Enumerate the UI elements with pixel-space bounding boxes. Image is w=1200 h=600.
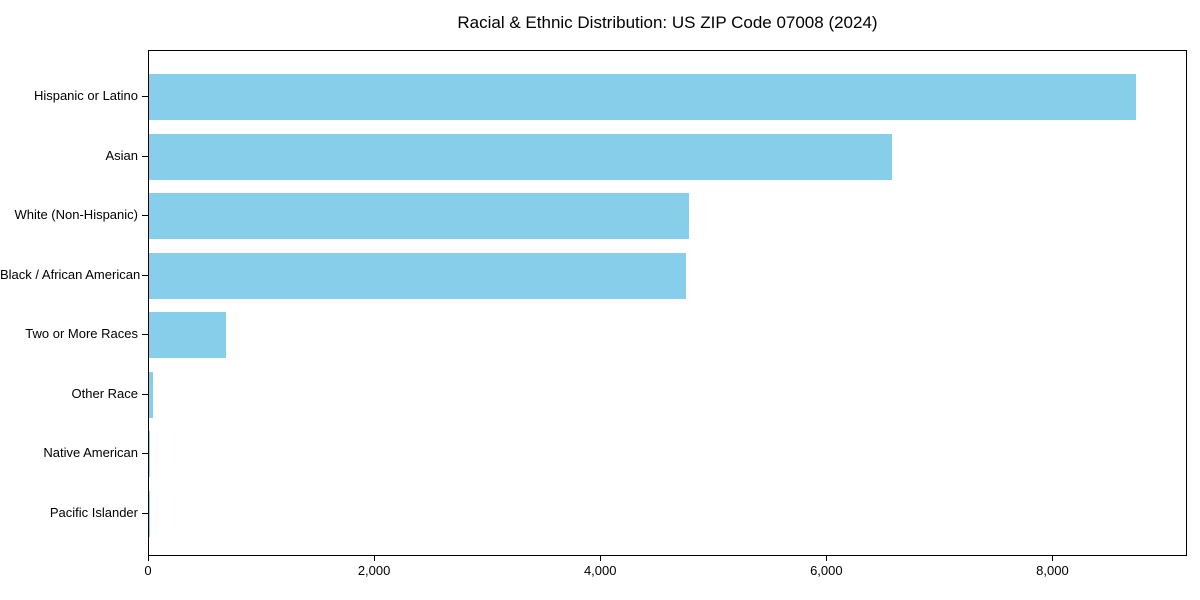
ytick-mark-pacific-islander (142, 512, 148, 514)
xtick-mark-0 (148, 556, 149, 561)
ytick-label-white-non-hispanic: White (Non-Hispanic) (14, 207, 138, 222)
bar-other-race (149, 371, 153, 418)
ytick-mark-other-race (142, 393, 148, 395)
ytick-mark-asian (142, 155, 148, 157)
xtick-mark-4000 (600, 556, 602, 561)
xtick-label-0: 0 (144, 563, 152, 578)
bar-native-american (149, 431, 151, 477)
xtick-label-8000: 8,000 (1036, 563, 1069, 578)
xtick-label-4000: 4,000 (583, 563, 617, 578)
bar-asian (149, 133, 892, 180)
ytick-mark-hispanic-or-latino (142, 96, 148, 97)
bar-black-african-american (149, 252, 687, 299)
bar-white-non-hispanic (149, 193, 689, 239)
chart-title: Racial & Ethnic Distribution: US ZIP Cod… (457, 13, 878, 32)
ytick-label-pacific-islander: Pacific Islander (49, 504, 138, 520)
xtick-mark-2000 (374, 556, 376, 561)
ytick-mark-white-non-hispanic (142, 215, 148, 216)
ytick-mark-native-american (142, 453, 148, 454)
xtick-mark-8000 (1052, 556, 1054, 561)
bar-pacific-islander (149, 490, 150, 537)
ytick-label-other-race: Other Race (71, 385, 138, 401)
ytick-mark-black-african-american (142, 274, 148, 276)
xtick-label-6000: 6,000 (810, 563, 843, 578)
bars-layer (149, 51, 1186, 555)
ytick-mark-two-or-more-races (142, 334, 148, 335)
ytick-label-native-american: Native American (43, 445, 138, 460)
ytick-label-hispanic-or-latino: Hispanic or Latino (33, 88, 138, 103)
xtick-label-2000: 2,000 (357, 563, 391, 578)
ytick-label-asian: Asian (105, 147, 138, 163)
xtick-mark-6000 (826, 556, 828, 561)
ytick-label-two-or-more-races: Two or More Races (25, 326, 138, 341)
plot-area (148, 50, 1187, 556)
bar-two-or-more-races (149, 312, 226, 358)
bar-hispanic-or-latino (149, 74, 1136, 120)
ytick-label-black-african-american: Black / African American (0, 266, 141, 282)
